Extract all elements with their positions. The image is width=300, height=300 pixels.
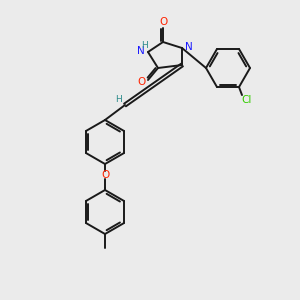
Text: Cl: Cl bbox=[242, 95, 252, 105]
Text: N: N bbox=[185, 42, 193, 52]
Text: N: N bbox=[137, 46, 145, 56]
Text: O: O bbox=[138, 77, 146, 87]
Text: O: O bbox=[101, 170, 109, 180]
Text: O: O bbox=[159, 17, 167, 27]
Text: H: H bbox=[115, 94, 122, 103]
Text: H: H bbox=[142, 40, 148, 50]
